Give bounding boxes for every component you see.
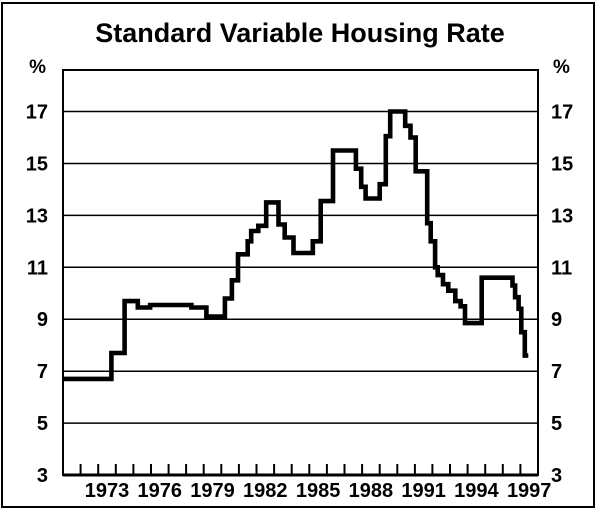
y-tick-label-left-3: 3 bbox=[37, 465, 48, 487]
x-axis-ticks-group bbox=[79, 464, 522, 474]
percent-label-left: % bbox=[29, 57, 46, 78]
y-tick-label-right-7: 7 bbox=[551, 361, 562, 383]
series-group bbox=[63, 109, 529, 382]
y-tick-label-right-11: 11 bbox=[551, 257, 572, 279]
percent-label-right: % bbox=[553, 57, 570, 78]
y-tick-label-left-7: 7 bbox=[37, 361, 48, 383]
y-tick-label-right-17: 17 bbox=[551, 102, 573, 124]
x-label-1991: 1991 bbox=[401, 480, 446, 502]
y-tick-label-right-13: 13 bbox=[551, 205, 573, 227]
y-tick-label-right-3: 3 bbox=[551, 465, 562, 487]
plot-frame bbox=[62, 69, 539, 476]
rate-step-line bbox=[63, 109, 529, 382]
x-label-1982: 1982 bbox=[243, 480, 288, 502]
x-label-1988: 1988 bbox=[349, 480, 394, 502]
x-label-1973: 1973 bbox=[85, 480, 130, 502]
x-label-1976: 1976 bbox=[138, 480, 183, 502]
y-tick-label-right-9: 9 bbox=[551, 309, 562, 331]
gridlines-group bbox=[63, 110, 538, 477]
axis-unit-labels: %% bbox=[29, 57, 570, 78]
x-label-1979: 1979 bbox=[190, 480, 235, 502]
x-label-1985: 1985 bbox=[296, 480, 341, 502]
x-label-1997: 1997 bbox=[507, 480, 552, 502]
x-axis-labels-group: 1973 1976 1979 1982 1985 1988 1991 1994 1997 bbox=[85, 480, 552, 502]
y-tick-label-left-17: 17 bbox=[26, 102, 48, 124]
y-tick-label-right-15: 15 bbox=[551, 154, 573, 176]
y-axis-labels-left: 3 5 7 9 11 13 15 17 bbox=[26, 102, 48, 488]
outer-border bbox=[1, 2, 595, 508]
plot-border bbox=[62, 69, 539, 476]
y-axis-labels-right: 3 5 7 9 11 13 15 17 bbox=[551, 102, 573, 488]
y-tick-label-right-5: 5 bbox=[551, 413, 562, 435]
y-tick-label-left-15: 15 bbox=[26, 154, 48, 176]
y-tick-label-left-11: 11 bbox=[27, 257, 48, 279]
y-tick-label-left-5: 5 bbox=[37, 413, 48, 435]
y-tick-label-left-13: 13 bbox=[26, 205, 48, 227]
x-label-1994: 1994 bbox=[454, 480, 499, 502]
chart-title: Standard Variable Housing Rate bbox=[95, 18, 505, 48]
y-tick-label-left-9: 9 bbox=[37, 309, 48, 331]
